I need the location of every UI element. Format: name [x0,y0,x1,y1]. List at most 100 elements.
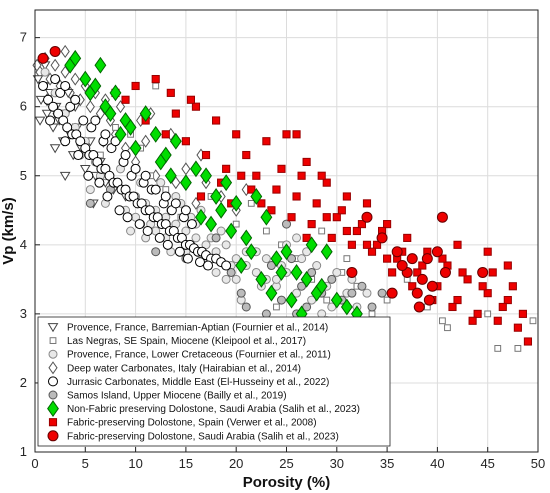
data-point [154,232,165,243]
data-point [62,122,73,133]
data-point [372,240,382,249]
data-point [85,100,95,114]
data-point [403,233,412,242]
data-point [131,81,140,91]
data-point [322,178,331,187]
data-point [413,268,422,277]
data-point [448,302,457,312]
data-point [235,257,248,274]
data-point [453,295,462,305]
data-point [383,254,392,263]
data-point [180,205,191,216]
data-point [182,253,193,264]
data-point [126,226,136,236]
data-point [357,281,367,291]
data-point [408,282,417,291]
data-point [79,164,91,175]
data-point [255,270,268,288]
data-point [483,289,492,298]
data-point [94,177,105,188]
data-point [237,171,246,180]
data-point [297,171,306,180]
data-point [34,116,46,126]
data-point [300,270,313,288]
data-point [41,109,53,119]
legend-marker [48,361,58,375]
legend-box [37,316,391,447]
data-point [262,137,271,146]
legend-marker [48,349,58,359]
x-tick-label: 20 [229,456,243,471]
data-point [73,150,84,161]
data-point [458,268,467,277]
data-point [181,137,190,146]
data-point [343,255,351,263]
data-point [493,316,502,325]
data-point [262,227,270,235]
data-point [55,87,66,98]
data-point [280,243,293,261]
data-point [78,115,89,126]
data-point [85,198,95,208]
data-point [191,196,201,210]
data-point [150,184,161,195]
data-point [49,144,61,154]
data-point [292,233,302,243]
data-point [323,296,331,304]
data-point [388,268,397,277]
data-point [416,273,428,285]
data-point [94,56,107,74]
data-point [90,115,101,126]
data-point [121,95,130,104]
data-point [230,194,243,212]
x-tick-label: 30 [330,456,344,471]
data-point [327,274,337,284]
y-tick-label: 2 [20,375,27,390]
data-point [247,185,256,194]
data-point [236,288,246,298]
plot-area-border [34,9,539,453]
data-point [115,100,126,114]
data-point [439,317,446,325]
data-point [267,206,276,215]
data-point [149,125,162,143]
data-point [60,44,70,58]
data-point [261,254,271,264]
data-point [160,191,171,202]
data-point [140,170,151,181]
data-point [421,253,433,265]
x-axis-label: Porosity (%) [243,474,331,491]
legend-marker [47,323,59,333]
data-point [129,139,142,157]
data-point [60,136,71,147]
data-point [317,171,326,180]
data-point [276,295,286,305]
data-point [436,211,448,223]
data-point [89,77,102,95]
data-point [32,75,44,85]
data-points [32,44,537,352]
data-point [423,294,435,306]
data-point [247,199,255,207]
legend-entry: Las Negras, SE Spain, Miocene (Kleipool … [67,336,306,347]
data-point [367,247,377,256]
data-point [232,130,241,139]
data-point [215,201,228,219]
legend: Provence, France, Barremian-Aptian (Four… [37,316,391,447]
data-point [231,274,241,284]
x-tick-label: 10 [128,456,142,471]
data-point [529,317,537,325]
data-point [277,164,286,173]
data-point [85,185,95,195]
data-point [318,227,326,235]
data-point [179,174,192,192]
data-point [142,226,153,236]
data-point [221,274,231,284]
data-point [503,261,512,270]
data-point [453,240,462,249]
x-tick-label: 35 [380,456,394,471]
data-point [307,220,316,229]
data-point [357,220,367,229]
data-point [216,226,226,236]
data-point [514,345,522,352]
